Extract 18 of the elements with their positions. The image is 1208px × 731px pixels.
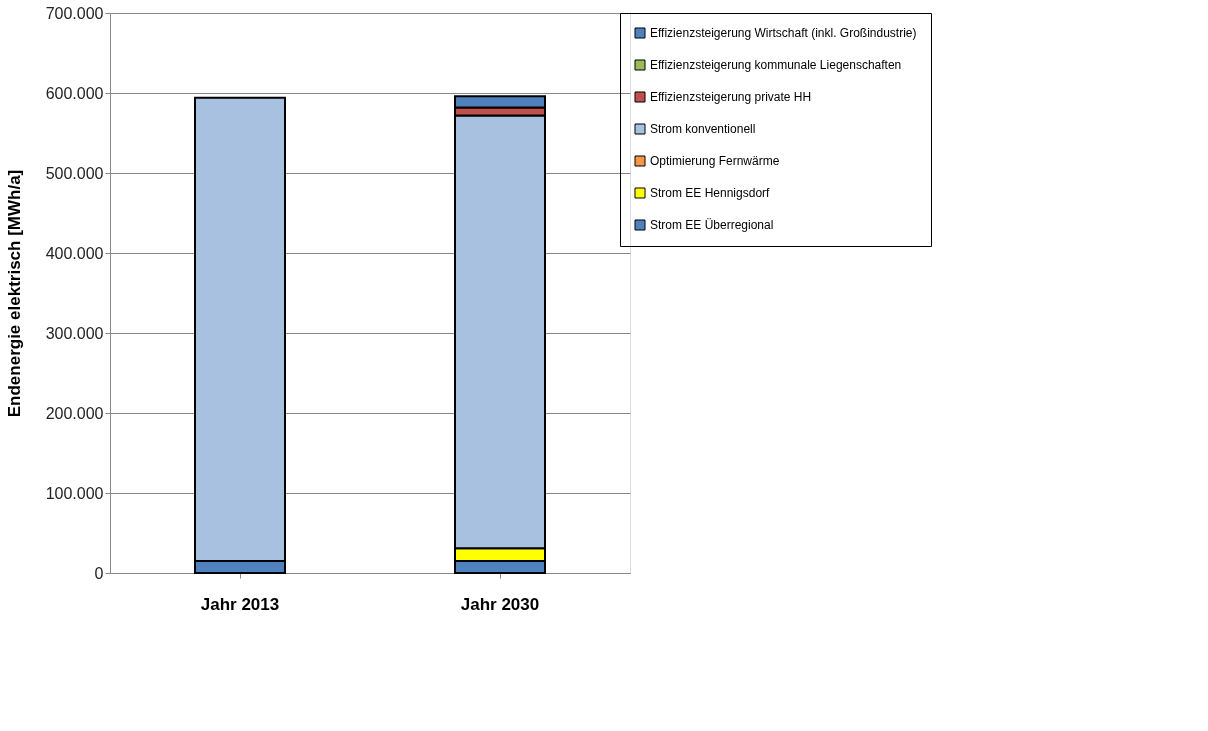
x-tick-label: Jahr 2013 (200, 594, 280, 614)
y-tick-label: 100.000 (45, 484, 104, 502)
legend-label: Effizienzsteigerung kommunale Liegenschaften (650, 58, 902, 72)
y-tick-label: 300.000 (45, 324, 104, 342)
y-tick-label: 0 (94, 564, 104, 582)
legend-label: Strom konventionell (650, 122, 756, 136)
legend-label: Strom EE Hennigsdorf (650, 186, 771, 200)
y-tick-label: 400.000 (45, 244, 104, 262)
y-tick-label: 200.000 (45, 404, 104, 422)
legend-label: Effizienzsteigerung private HH (650, 90, 812, 104)
y-tick-label: 500.000 (45, 164, 104, 182)
legend-label: Optimierung Fernwärme (650, 154, 780, 168)
legend-label: Effizienzsteigerung Wirtschaft (inkl. Großindustrie) (650, 26, 917, 40)
legend-label: Strom EE Überregional (650, 218, 774, 232)
y-tick-label: 700.000 (45, 4, 104, 22)
y-tick-label: 600.000 (45, 84, 104, 102)
x-tick-label: Jahr 2030 (460, 594, 540, 614)
y-axis-title: Endenergie elektrisch [MWh/a] (4, 169, 24, 418)
